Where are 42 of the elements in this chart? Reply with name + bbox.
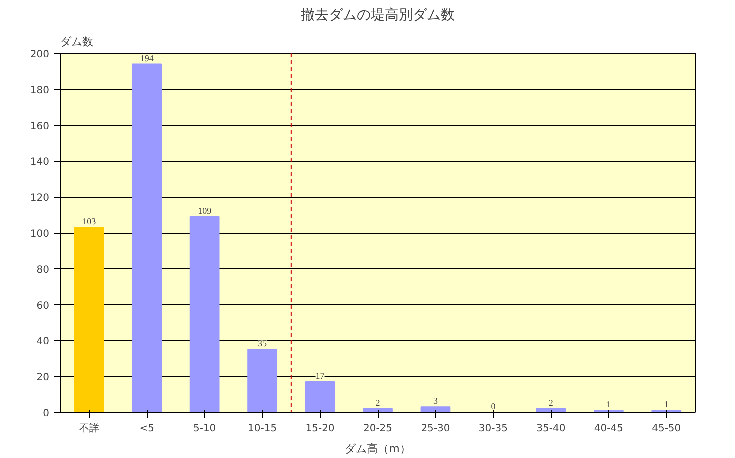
data-label: 109 [198, 206, 212, 216]
y-tick-label: 100 [30, 229, 50, 240]
x-tick-label: 35-40 [536, 424, 566, 434]
chart-title: 撤去ダムの堤高別ダム数 [301, 8, 455, 24]
x-tick-label: <5 [140, 424, 154, 434]
x-tick-label: 25-30 [421, 424, 450, 434]
x-axis-title: ダム高（m） [345, 442, 411, 456]
data-label: 194 [140, 53, 154, 64]
bar [420, 406, 451, 412]
data-label: 1 [606, 400, 612, 410]
bar [74, 227, 104, 412]
x-tick-label: 20-25 [363, 424, 393, 434]
y-tick-label: 140 [30, 157, 50, 168]
y-tick-label: 80 [36, 264, 50, 276]
data-label: 103 [82, 216, 97, 227]
x-tick-label: 45-50 [652, 424, 682, 434]
y-tick-label: 120 [30, 193, 50, 204]
x-tick-label: 30-35 [478, 424, 508, 434]
y-axis-title: ダム数 [60, 36, 94, 48]
y-tick-label: 160 [30, 121, 50, 132]
bar [190, 216, 220, 412]
x-tick-label: 15-20 [306, 424, 335, 434]
data-label: 3 [433, 396, 438, 406]
y-tick-label: 20 [36, 372, 50, 384]
x-tick-label: 5-10 [193, 424, 216, 434]
y-tick-label: 180 [30, 85, 50, 96]
bar [305, 381, 336, 412]
data-label: 35 [258, 338, 268, 349]
data-label: 17 [316, 370, 326, 381]
data-label: 0 [491, 402, 496, 412]
bar [248, 349, 278, 412]
y-tick-label: 40 [36, 336, 50, 348]
y-tick-label: 200 [30, 50, 50, 60]
data-label: 1 [664, 400, 669, 410]
data-label: 2 [376, 398, 380, 408]
data-label: 2 [548, 398, 554, 408]
x-tick-label: 10-15 [248, 424, 278, 434]
x-tick-label: 40-45 [594, 424, 624, 434]
y-tick-label: 0 [43, 408, 50, 420]
bar [132, 64, 162, 412]
x-tick-label: 不詳 [79, 422, 100, 434]
y-tick-label: 60 [36, 300, 50, 312]
